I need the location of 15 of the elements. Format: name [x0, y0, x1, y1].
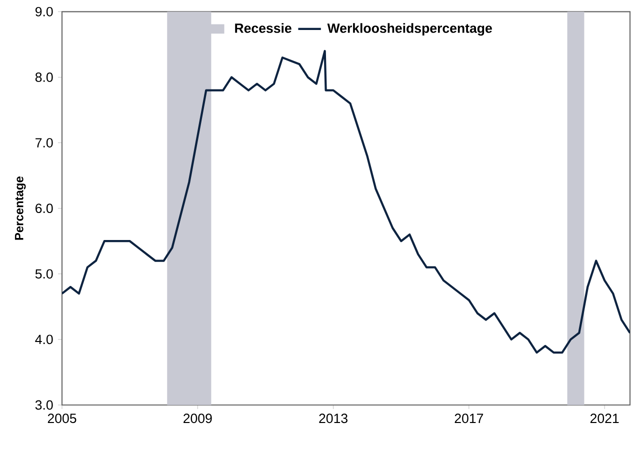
- x-tick-label: 2021: [590, 414, 619, 424]
- y-tick-label: 4.0: [35, 334, 53, 344]
- band-label: Recessie: [235, 23, 292, 33]
- x-tick-label: 2005: [48, 414, 76, 424]
- legend-label: Werkloosheidspercentage: [327, 23, 492, 36]
- x-tick-label: 2013: [319, 414, 348, 424]
- y-tick-label: 3.0: [35, 400, 53, 410]
- y-tick-label: 7.0: [36, 138, 53, 148]
- x-tick-label: 2017: [454, 414, 484, 424]
- x-tick-label: 2009: [184, 414, 212, 424]
- y-tick-label: 5.0: [35, 269, 53, 279]
- y-tick-label: 6.0: [36, 204, 53, 214]
- y-tick-label: 9.0: [35, 6, 53, 16]
- y-axis-title: Percentage: [14, 176, 26, 240]
- y-tick-label: 8.0: [35, 72, 53, 82]
